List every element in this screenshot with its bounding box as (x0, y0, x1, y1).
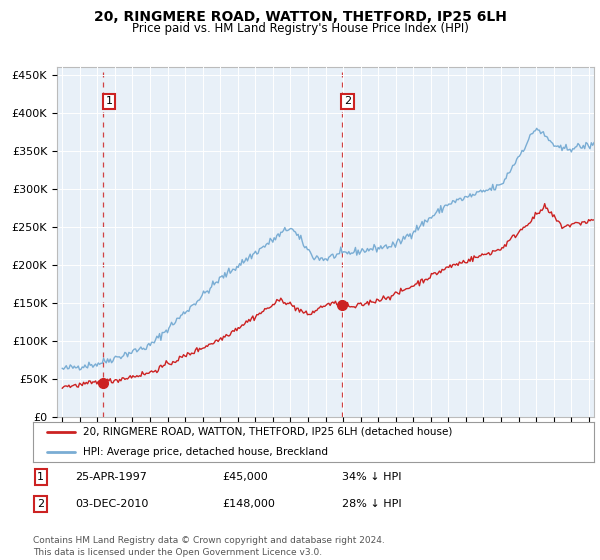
Text: 20, RINGMERE ROAD, WATTON, THETFORD, IP25 6LH: 20, RINGMERE ROAD, WATTON, THETFORD, IP2… (94, 10, 506, 24)
Text: £45,000: £45,000 (222, 472, 268, 482)
Text: Contains HM Land Registry data © Crown copyright and database right 2024.
This d: Contains HM Land Registry data © Crown c… (33, 536, 385, 557)
Text: £148,000: £148,000 (222, 499, 275, 509)
Text: 1: 1 (37, 472, 44, 482)
Text: HPI: Average price, detached house, Breckland: HPI: Average price, detached house, Brec… (83, 447, 328, 457)
Text: 34% ↓ HPI: 34% ↓ HPI (342, 472, 401, 482)
Text: 2: 2 (344, 96, 352, 106)
Text: 03-DEC-2010: 03-DEC-2010 (75, 499, 148, 509)
Text: Price paid vs. HM Land Registry's House Price Index (HPI): Price paid vs. HM Land Registry's House … (131, 22, 469, 35)
Text: 1: 1 (106, 96, 113, 106)
Text: 2: 2 (37, 499, 44, 509)
Text: 20, RINGMERE ROAD, WATTON, THETFORD, IP25 6LH (detached house): 20, RINGMERE ROAD, WATTON, THETFORD, IP2… (83, 427, 453, 437)
Text: 28% ↓ HPI: 28% ↓ HPI (342, 499, 401, 509)
Text: 25-APR-1997: 25-APR-1997 (75, 472, 147, 482)
